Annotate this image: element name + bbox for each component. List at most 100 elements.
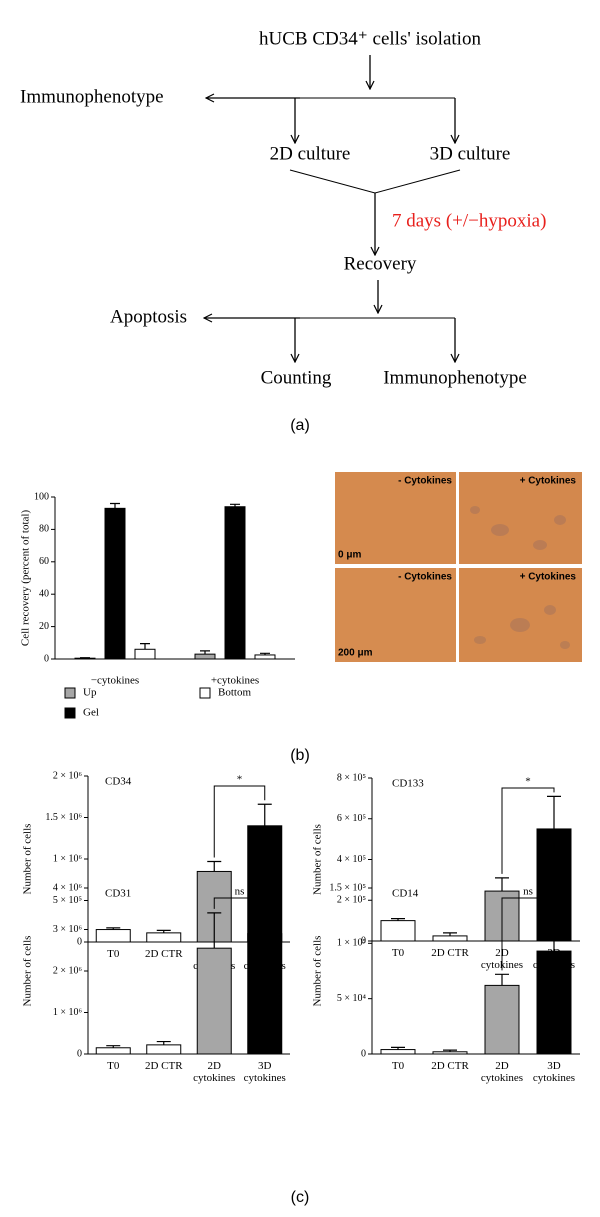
y-tick-label: 4 × 10⁶ [53, 882, 83, 893]
chart-title: CD133 [392, 778, 424, 790]
legend-swatch [64, 707, 76, 719]
flow-node: Immunophenotype [20, 86, 164, 107]
y-tick-label: 8 × 10⁵ [337, 772, 366, 783]
error-bar [200, 650, 210, 655]
flow-node: Counting [261, 367, 332, 388]
flow-node: hUCB CD34⁺ cells' isolation [259, 28, 481, 49]
bar [134, 648, 156, 660]
bar [484, 984, 520, 1055]
significance-label: * [237, 774, 243, 786]
error-bar [495, 973, 509, 986]
x-tick-label: 3D cytokines [243, 1060, 286, 1084]
bar [536, 950, 572, 1055]
y-tick-label: 0 [361, 935, 366, 946]
flow-node: 3D culture [430, 143, 511, 164]
y-tick-label: 1 × 10⁶ [53, 853, 83, 864]
x-label-box: 3D cytokines [532, 1060, 576, 1084]
bar [146, 932, 182, 943]
x-label-box: 2D CTR [144, 948, 183, 960]
chart-title: CD31 [105, 888, 131, 900]
bar [432, 935, 468, 942]
legend-label: Gel [83, 707, 99, 719]
scale-label: 0 μm [338, 550, 361, 561]
panel-label: (c) [291, 1189, 310, 1206]
error-bar [257, 904, 272, 934]
x-label-box: 2D cytokines [480, 1060, 524, 1084]
micrograph-label: + Cytokines [520, 572, 577, 583]
y-tick-label: 5 × 10⁵ [53, 895, 82, 906]
x-label-box: 3D cytokines [243, 1060, 286, 1084]
micrograph-label: - Cytokines [398, 476, 452, 487]
flow-node: Recovery [344, 253, 417, 274]
significance-bracket [213, 785, 266, 858]
micrograph-label: + Cytokines [520, 476, 577, 487]
error-bar [547, 930, 561, 952]
x-tick-label: 2D CTR [431, 947, 469, 959]
significance-bracket [501, 787, 555, 874]
y-axis-label: Number of cells [312, 824, 324, 895]
error-bar [495, 877, 509, 892]
panel-label: (b) [290, 747, 310, 764]
micrograph [335, 568, 456, 662]
y-tick-label: 0 [361, 1048, 366, 1059]
x-label-box: 2D CTR [431, 947, 469, 959]
bar [104, 507, 126, 660]
x-tick-label: T0 [391, 947, 405, 959]
x-tick-label: T0 [107, 1060, 120, 1072]
y-tick-label: 0 [77, 1048, 82, 1059]
y-tick-label: 1 × 10⁶ [53, 1007, 83, 1018]
x-tick-label: 2D CTR [144, 948, 183, 960]
bar [196, 947, 232, 1055]
y-tick-label: 1 × 10⁵ [337, 938, 366, 949]
micrographs: - Cytokines + Cytokines - Cytokines + Cy… [335, 472, 582, 662]
y-tick-label: 2 × 10⁵ [337, 895, 366, 906]
flow-node: Apoptosis [110, 306, 187, 327]
x-label-box: T0 [107, 1060, 120, 1072]
micrograph-label: - Cytokines [398, 572, 452, 583]
chart-title: CD14 [392, 888, 419, 900]
bar [380, 920, 416, 942]
significance-label: * [525, 776, 531, 788]
error-bar [156, 1040, 171, 1045]
flow-condition: 7 days (+/−hypoxia) [392, 210, 546, 231]
x-tick-label: 3D cytokines [532, 1060, 576, 1084]
flowchart: hUCB CD34⁺ cells' isolation Immunophenot… [20, 28, 546, 388]
y-tick-label: 3 × 10⁶ [53, 924, 83, 935]
y-tick-label: 80 [39, 524, 49, 535]
y-tick-label: 5 × 10⁴ [337, 993, 367, 1004]
bar [194, 653, 216, 660]
x-tick-label: 2D cytokines [480, 1060, 524, 1084]
error-bar [140, 643, 150, 650]
significance-label: ns [523, 886, 533, 898]
bar [95, 929, 131, 943]
x-tick-label: −cytokines [91, 675, 139, 687]
y-tick-label: 1.5 × 10⁵ [329, 882, 366, 893]
y-axis-label: Number of cells [22, 824, 34, 895]
significance-bracket [213, 897, 266, 909]
y-tick-label: 2 × 10⁶ [53, 770, 83, 781]
y-tick-label: 0 [44, 653, 49, 664]
legend-swatch [64, 687, 76, 699]
y-axis-label: Number of cells [22, 936, 34, 1007]
bar [224, 506, 246, 660]
y-axis-label: Number of cells [312, 936, 324, 1007]
connector [289, 169, 461, 194]
significance-bracket [501, 897, 555, 971]
x-tick-label: 2D cytokines [193, 1060, 236, 1084]
x-label-box: 2D cytokines [193, 1060, 236, 1084]
error-bar [207, 912, 222, 949]
error-bar [443, 932, 457, 936]
error-bar [207, 860, 222, 872]
bar [146, 1044, 182, 1055]
x-label-box: 2D CTR [431, 1060, 469, 1072]
y-axis-label: Cell recovery (percent of total) [20, 510, 32, 647]
y-tick-label: 40 [39, 588, 49, 599]
cell-clusters [470, 506, 570, 649]
x-label-box: T0 [107, 948, 119, 960]
legend-swatch [199, 687, 211, 699]
bar [95, 1047, 131, 1055]
flow-node: Immunophenotype [383, 367, 527, 388]
x-label-box: T0 [392, 1060, 404, 1072]
